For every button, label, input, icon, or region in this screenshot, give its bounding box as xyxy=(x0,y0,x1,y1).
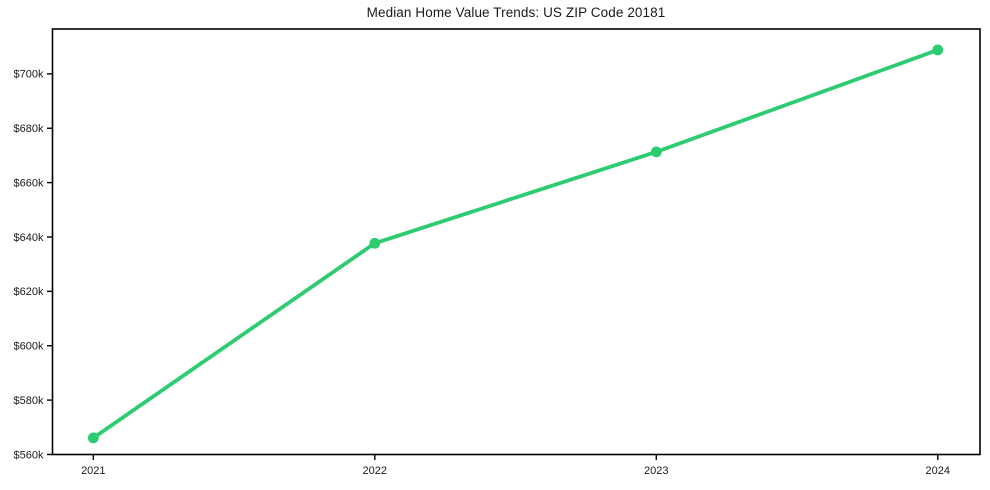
data-point-marker xyxy=(932,44,944,56)
data-point-marker xyxy=(650,146,662,158)
y-tick-label: $560k xyxy=(14,449,44,461)
x-tick-label: 2022 xyxy=(363,465,387,477)
chart-title: Median Home Value Trends: US ZIP Code 20… xyxy=(366,5,666,20)
trend-line xyxy=(91,48,940,440)
x-tick-label: 2024 xyxy=(926,465,950,477)
plot-frame xyxy=(51,28,981,456)
data-point-marker xyxy=(87,432,99,444)
y-tick-label: $680k xyxy=(14,123,44,135)
x-tick-label: 2023 xyxy=(644,465,668,477)
y-tick-label: $640k xyxy=(14,232,44,244)
y-tick-label: $600k xyxy=(14,341,44,353)
y-tick-label: $580k xyxy=(14,395,44,407)
y-tick-label: $620k xyxy=(14,286,44,298)
data-point-marker xyxy=(369,237,381,249)
y-tick-label: $660k xyxy=(14,177,44,189)
x-tick-label: 2021 xyxy=(81,465,105,477)
y-tick-label: $700k xyxy=(14,69,44,81)
